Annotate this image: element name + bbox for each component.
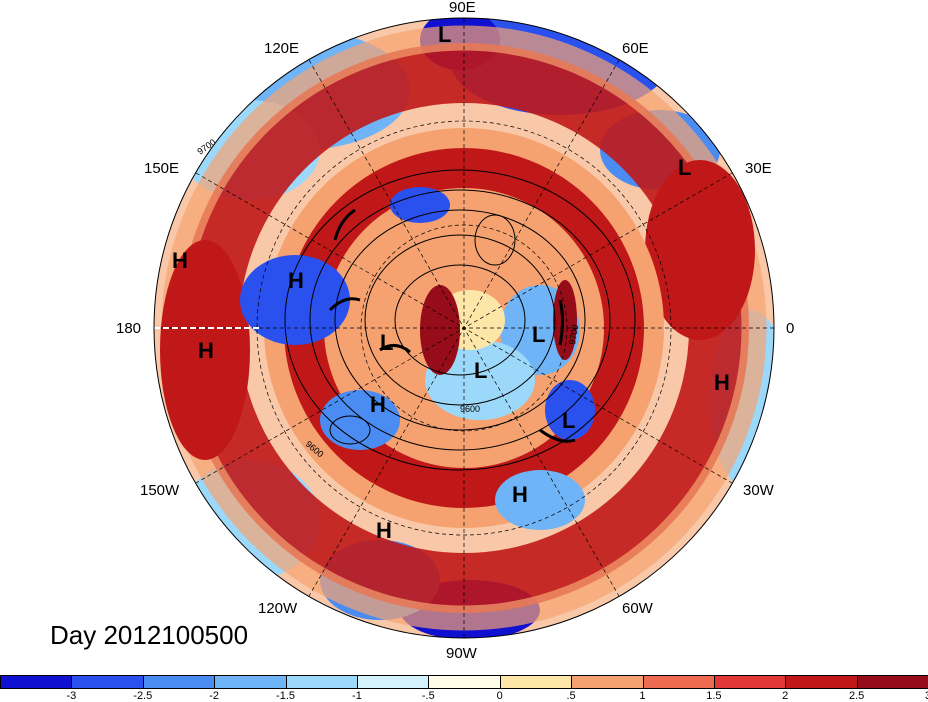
pressure-low: L: [532, 322, 545, 347]
colorbar-segment: [0, 675, 73, 689]
pressure-low: L: [380, 330, 393, 355]
lon-label-90w: 90W: [446, 645, 477, 662]
contour-label: 9600: [460, 404, 480, 414]
colorbar-tick-label: 0: [496, 690, 503, 702]
colorbar-tick-label: 2: [782, 690, 789, 702]
colorbar-tick-label: -2: [209, 690, 220, 702]
colorbar-tick-label: -.5: [421, 690, 435, 702]
colorbar-segment: [428, 675, 501, 689]
lon-label-120w: 120W: [258, 600, 298, 617]
colorbar-tick-label: 1.5: [706, 690, 722, 702]
pressure-high: H: [288, 268, 304, 293]
height-contours: [284, 169, 636, 471]
lon-label-60e: 60E: [622, 40, 649, 57]
colorbar-segment: [214, 675, 287, 689]
pressure-low: L: [474, 358, 487, 383]
colorbar-segment: [642, 675, 715, 689]
colorbar: [0, 675, 928, 689]
contour-label: 9700: [567, 324, 580, 345]
lon-label-150e: 150E: [144, 160, 180, 177]
colorbar-tick-label: .5: [566, 690, 576, 702]
lon-label-30w: 30W: [743, 482, 774, 499]
colorbar-segment: [71, 675, 144, 689]
lon-label-150w: 150W: [140, 482, 180, 499]
colorbar-segment: [856, 675, 928, 689]
lon-label-90e: 90E: [449, 0, 476, 16]
pressure-low: L: [438, 22, 451, 47]
colorbar-segment: [713, 675, 787, 689]
pressure-low: L: [562, 408, 575, 433]
pressure-low: L: [678, 155, 691, 180]
colorbar-tick-label: -1: [352, 690, 362, 702]
colorbar-segment: [142, 675, 216, 689]
lon-label-30e: 30E: [745, 160, 772, 177]
colorbar-tick-label: -2.5: [133, 690, 153, 702]
pressure-high: H: [370, 392, 386, 417]
map-title: Day 2012100500: [50, 620, 249, 650]
colorbar-tick-label: -3: [66, 690, 77, 702]
colorbar-segment: [571, 675, 644, 689]
colorbar-tick-label: 3: [925, 690, 928, 702]
colorbar-segment: [356, 675, 430, 689]
colorbar-segment: [499, 675, 573, 689]
pressure-high: H: [172, 248, 188, 273]
colorbar-tick-label: 1: [639, 690, 646, 702]
colorbar-segment: [285, 675, 358, 689]
pressure-high: H: [198, 338, 214, 363]
lon-label-60w: 60W: [622, 600, 653, 617]
pressure-high: H: [512, 482, 528, 507]
graticule: [154, 18, 774, 638]
colorbar-tick-label: -1.5: [276, 690, 296, 702]
pressure-high: H: [376, 518, 392, 543]
polar-map: 9700 9600 9600 9700 L L H H H L L L H H …: [153, 17, 775, 639]
lon-label-180: 180: [116, 320, 142, 337]
pressure-high: H: [714, 370, 730, 395]
lon-label-0: 0: [786, 320, 795, 337]
colorbar-segment: [785, 675, 858, 689]
lon-label-120e: 120E: [264, 40, 300, 57]
colorbar-tick-label: 2.5: [848, 690, 865, 702]
